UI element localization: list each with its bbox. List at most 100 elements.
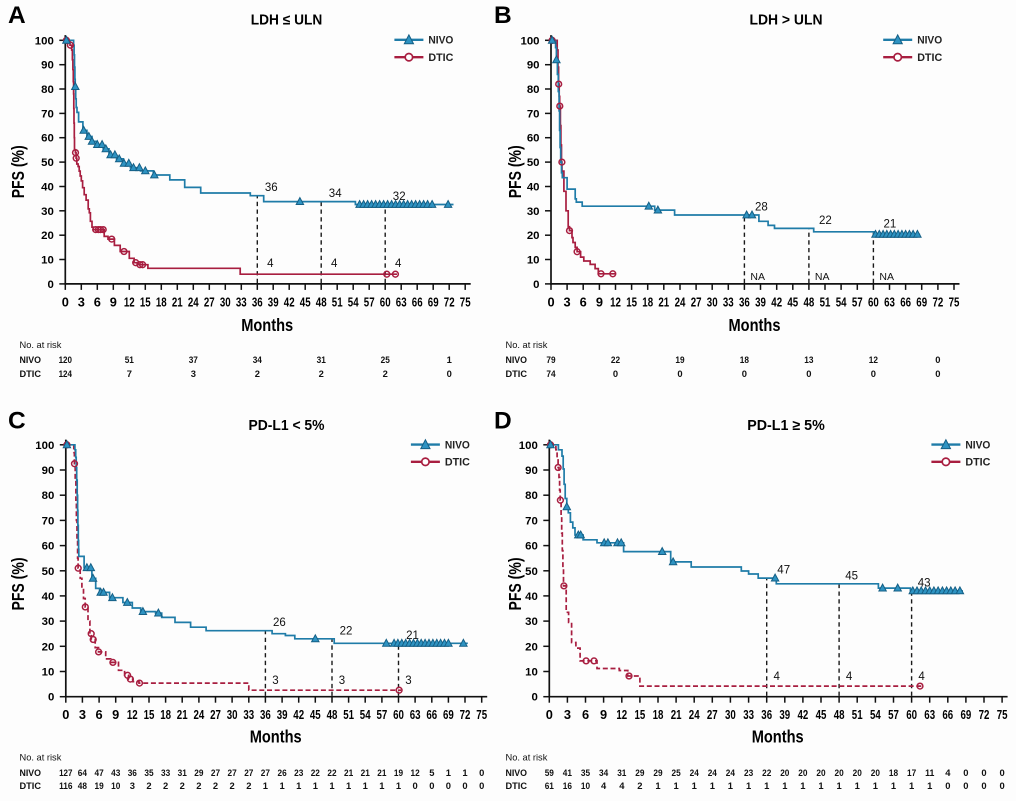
svg-text:40: 40 [42,591,55,603]
svg-text:10: 10 [525,667,538,679]
svg-text:PFS (%): PFS (%) [8,558,28,611]
svg-text:No. at risk: No. at risk [20,340,62,350]
svg-text:34: 34 [599,767,609,778]
svg-text:63: 63 [924,707,935,722]
svg-text:48: 48 [804,294,815,309]
svg-text:39: 39 [779,707,790,722]
svg-text:20: 20 [816,767,825,778]
svg-text:12: 12 [411,767,420,778]
svg-text:48: 48 [327,707,338,722]
svg-text:39: 39 [268,294,279,309]
svg-text:33: 33 [243,707,254,722]
svg-text:72: 72 [979,707,990,722]
svg-text:90: 90 [42,465,55,477]
svg-text:51: 51 [343,707,354,722]
svg-text:7: 7 [127,368,132,379]
svg-text:18: 18 [156,294,167,309]
svg-text:30: 30 [707,294,718,309]
svg-text:31: 31 [317,354,326,365]
svg-text:0: 0 [999,780,1004,791]
svg-text:51: 51 [332,294,343,309]
svg-text:NIVO: NIVO [506,354,528,365]
svg-text:42: 42 [284,294,295,309]
svg-text:1: 1 [346,780,351,791]
svg-text:32: 32 [393,191,406,203]
svg-text:21: 21 [361,767,370,778]
svg-text:1: 1 [673,780,678,791]
svg-text:0: 0 [613,368,618,379]
svg-text:36: 36 [265,182,278,194]
svg-text:36: 36 [252,294,263,309]
svg-text:60: 60 [525,541,538,553]
svg-text:69: 69 [916,294,927,309]
svg-text:47: 47 [95,767,104,778]
svg-text:No. at risk: No. at risk [506,752,548,762]
svg-text:45: 45 [816,707,827,722]
svg-text:79: 79 [546,354,555,365]
svg-text:0: 0 [447,368,452,379]
svg-text:80: 80 [42,490,55,502]
svg-text:20: 20 [780,767,789,778]
svg-text:23: 23 [294,767,303,778]
svg-text:0: 0 [546,707,553,722]
svg-text:90: 90 [525,465,538,477]
svg-text:0: 0 [935,368,940,379]
svg-text:59: 59 [545,767,554,778]
svg-text:0: 0 [547,294,554,309]
svg-text:116: 116 [59,780,72,791]
svg-text:21: 21 [884,218,897,230]
svg-text:39: 39 [277,707,288,722]
svg-text:4: 4 [267,258,274,270]
svg-text:D: D [494,408,512,435]
svg-text:24: 24 [194,707,205,722]
svg-text:4: 4 [395,258,402,270]
svg-text:39: 39 [755,294,766,309]
svg-text:Months: Months [241,315,293,335]
svg-text:36: 36 [128,767,137,778]
svg-text:20: 20 [527,230,540,242]
svg-text:NA: NA [750,271,765,283]
svg-text:75: 75 [476,707,487,722]
svg-text:61: 61 [545,780,554,791]
svg-text:90: 90 [527,60,540,72]
svg-text:20: 20 [525,641,538,653]
svg-text:24: 24 [690,767,700,778]
svg-text:C: C [8,408,26,435]
svg-text:22: 22 [611,354,620,365]
svg-text:18: 18 [740,354,749,365]
svg-text:12: 12 [124,294,135,309]
svg-text:PFS (%): PFS (%) [505,558,525,611]
svg-text:1: 1 [446,767,451,778]
svg-text:70: 70 [41,108,54,120]
svg-text:1: 1 [279,780,284,791]
svg-text:NA: NA [815,271,830,283]
svg-text:60: 60 [868,294,879,309]
svg-text:33: 33 [236,294,247,309]
svg-text:15: 15 [626,294,637,309]
svg-text:0: 0 [742,368,747,379]
svg-text:34: 34 [329,188,342,200]
svg-text:57: 57 [888,707,899,722]
svg-text:9: 9 [112,707,119,722]
svg-text:1: 1 [263,780,268,791]
svg-text:80: 80 [527,84,540,96]
svg-text:3: 3 [79,707,86,722]
svg-text:35: 35 [144,767,153,778]
svg-text:63: 63 [884,294,895,309]
svg-text:45: 45 [310,707,321,722]
svg-text:50: 50 [42,566,55,578]
svg-text:0: 0 [479,767,484,778]
svg-text:A: A [8,2,26,29]
svg-text:72: 72 [444,294,455,309]
svg-text:4: 4 [601,780,607,791]
svg-text:10: 10 [41,255,54,267]
svg-text:19: 19 [675,354,684,365]
svg-text:0: 0 [531,692,537,704]
svg-text:80: 80 [41,84,54,96]
svg-text:0: 0 [446,780,451,791]
svg-text:1: 1 [855,780,860,791]
svg-text:21: 21 [658,294,669,309]
svg-text:51: 51 [852,707,863,722]
svg-text:69: 69 [961,707,972,722]
svg-text:10: 10 [111,780,120,791]
